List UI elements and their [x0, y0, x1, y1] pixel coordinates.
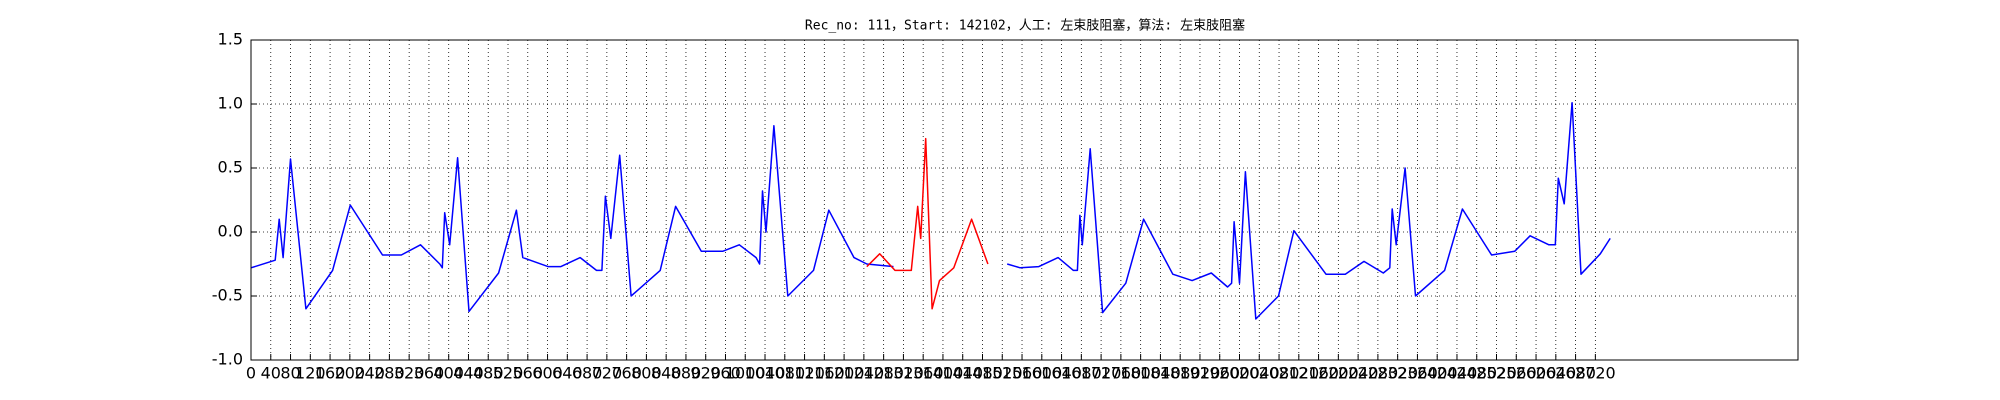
x-tick-label: 0 [246, 364, 256, 383]
x-tick-label: 560 [513, 364, 544, 383]
x-tick-label: 480 [473, 364, 504, 383]
y-tick-label: 1.5 [218, 30, 243, 49]
x-tick-label: 1120 [784, 364, 825, 383]
x-tick-label: 1040 [745, 364, 786, 383]
y-tick-label: 0.0 [218, 222, 243, 241]
x-tick-label: 2440 [1437, 364, 1478, 383]
x-tick-label: 1920 [1180, 364, 1221, 383]
x-tick-label: 1480 [962, 364, 1003, 383]
x-tick-label: 1080 [764, 364, 805, 383]
x-tick-label: 360 [414, 364, 445, 383]
x-tick-label: 1440 [942, 364, 983, 383]
x-tick-label: 760 [611, 364, 642, 383]
x-tick-label: 200 [335, 364, 366, 383]
x-tick-label: 1840 [1140, 364, 1181, 383]
x-tick-label: 2200 [1318, 364, 1359, 383]
y-tick-label: -1.0 [212, 350, 243, 369]
x-tick-label: 400 [433, 364, 464, 383]
ecg-line [250, 101, 1611, 320]
x-tick-label: 240 [354, 364, 385, 383]
x-tick-label: 1880 [1160, 364, 1201, 383]
x-tick-label: 1200 [824, 364, 865, 383]
x-tick-label: 2240 [1338, 364, 1379, 383]
x-tick-label: 1000 [725, 364, 766, 383]
x-tick-label: 320 [394, 364, 425, 383]
x-tick-label: 2480 [1456, 364, 1497, 383]
x-tick-label: 1760 [1101, 364, 1142, 383]
y-tick-label: 1.0 [218, 94, 243, 113]
x-tick-label: 2160 [1298, 364, 1339, 383]
x-tick-label: 440 [453, 364, 484, 383]
x-tick-label: 920 [690, 364, 721, 383]
x-tick-label: 1360 [903, 364, 944, 383]
x-tick-label: 1280 [863, 364, 904, 383]
x-tick-label: 2720 [1575, 364, 1616, 383]
x-tick-label: 840 [651, 364, 682, 383]
x-tick-label: 280 [374, 364, 405, 383]
x-tick-label: 2320 [1377, 364, 1418, 383]
x-tick-label: 2560 [1496, 364, 1537, 383]
x-tick-label: 1680 [1061, 364, 1102, 383]
x-tick-label: 2040 [1239, 364, 1280, 383]
x-tick-label: 1240 [844, 364, 885, 383]
x-tick-label: 1640 [1041, 364, 1082, 383]
x-tick-label: 640 [552, 364, 583, 383]
x-tick-label: 160 [315, 364, 346, 383]
x-tick-label: 2400 [1417, 364, 1458, 383]
x-tick-label: 680 [572, 364, 603, 383]
x-tick-label: 1800 [1120, 364, 1161, 383]
x-tick-label: 80 [280, 364, 300, 383]
x-tick-label: 2280 [1358, 364, 1399, 383]
x-tick-label: 1160 [804, 364, 845, 383]
x-tick-label: 1960 [1199, 364, 1240, 383]
x-tick-label: 2360 [1397, 364, 1438, 383]
x-tick-label: 2640 [1535, 364, 1576, 383]
x-tick-label: 2120 [1278, 364, 1319, 383]
chart-title: Rec_no: 111，Start: 142102，人工: 左束肢阻塞，算法: … [805, 18, 1245, 34]
x-tick-label: 960 [710, 364, 741, 383]
x-tick-label: 2000 [1219, 364, 1260, 383]
x-tick-label: 600 [532, 364, 563, 383]
plot-frame [250, 39, 1799, 361]
x-tick-label: 800 [631, 364, 662, 383]
y-tick-label: -0.5 [212, 286, 243, 305]
x-tick-label: 2080 [1259, 364, 1300, 383]
x-tick-label: 1600 [1021, 364, 1062, 383]
x-tick-label: 2520 [1476, 364, 1517, 383]
x-tick-label: 1720 [1081, 364, 1122, 383]
y-tick-label: 0.5 [218, 158, 243, 177]
x-tick-label: 120 [295, 364, 326, 383]
x-tick-label: 1520 [982, 364, 1023, 383]
x-tick-label: 880 [671, 364, 702, 383]
x-tick-label: 1400 [923, 364, 964, 383]
x-tick-label: 520 [493, 364, 524, 383]
x-tick-label: 2680 [1555, 364, 1596, 383]
x-tick-label: 1320 [883, 364, 924, 383]
ecg-line [866, 137, 989, 310]
x-tick-label: 1560 [1002, 364, 1043, 383]
x-tick-label: 720 [592, 364, 623, 383]
x-tick-label: 40 [261, 364, 281, 383]
x-tick-label: 2600 [1516, 364, 1557, 383]
